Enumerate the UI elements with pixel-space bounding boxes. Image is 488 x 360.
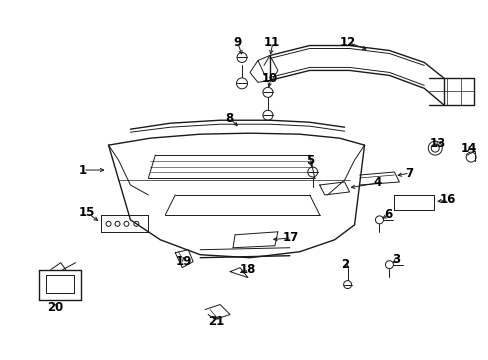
Text: 7: 7 <box>405 167 413 180</box>
Text: 13: 13 <box>428 137 445 150</box>
Text: 17: 17 <box>282 231 299 244</box>
Text: 10: 10 <box>262 72 278 85</box>
Text: 1: 1 <box>79 163 86 176</box>
Text: 15: 15 <box>79 206 95 219</box>
Text: 9: 9 <box>233 36 241 49</box>
Text: 14: 14 <box>460 141 477 155</box>
Text: 11: 11 <box>264 36 280 49</box>
Text: 3: 3 <box>392 253 400 266</box>
Text: 21: 21 <box>208 315 224 328</box>
Text: 12: 12 <box>339 36 355 49</box>
Text: 5: 5 <box>305 154 313 167</box>
Text: 16: 16 <box>438 193 455 206</box>
Text: 2: 2 <box>341 258 349 271</box>
Text: 18: 18 <box>240 263 256 276</box>
Text: 19: 19 <box>175 255 191 268</box>
Text: 6: 6 <box>384 208 392 221</box>
Text: 8: 8 <box>224 112 233 125</box>
Text: 4: 4 <box>373 176 381 189</box>
Text: 20: 20 <box>47 301 63 314</box>
